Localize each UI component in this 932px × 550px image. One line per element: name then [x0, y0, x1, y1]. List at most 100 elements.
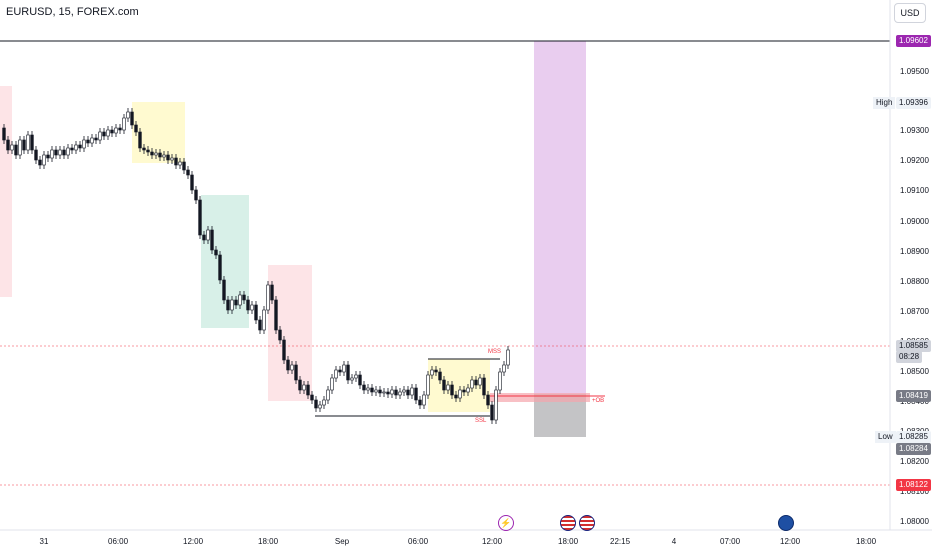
time-tick-label: 4 [671, 537, 677, 546]
price-tick-label: 1.09300 [900, 126, 929, 135]
candle-body [266, 284, 270, 311]
candle-body [374, 389, 378, 393]
time-tick-label: 18:00 [258, 537, 279, 546]
lightning-icon[interactable]: ⚡ [498, 515, 514, 531]
candle-body [294, 364, 298, 381]
candle-body [382, 391, 386, 394]
candle-body [214, 249, 218, 256]
candle-body [170, 157, 174, 161]
price-tick-label: 1.09500 [900, 67, 929, 76]
high-price-tag: 1.09396 [896, 97, 931, 109]
price-tick-label: 1.08100 [900, 487, 929, 496]
price-tick-label: 1.08900 [900, 247, 929, 256]
candle-body [122, 117, 126, 131]
candle-body [250, 304, 254, 311]
time-tick-label: Sep [334, 537, 350, 546]
candle-body [246, 299, 250, 311]
us-flag-icon[interactable] [560, 515, 576, 531]
candle-body [238, 294, 242, 306]
candle-body [186, 169, 190, 176]
ob-label: +OB [592, 398, 605, 404]
candle-body [42, 154, 46, 166]
candle-body [338, 369, 342, 373]
ssl-label: SSL [475, 418, 487, 424]
entry-price-tag: 1.08419 [896, 390, 931, 402]
target-zone [534, 41, 586, 394]
candle-body [30, 134, 34, 151]
candle-body [378, 389, 382, 394]
candle-body [306, 384, 310, 396]
low-label: Low [875, 431, 896, 443]
candle-body [498, 371, 502, 391]
time-tick-label: 22:15 [610, 537, 631, 546]
candle-body [422, 394, 426, 406]
candle-body [486, 394, 490, 406]
candle-body [482, 377, 486, 396]
candle-body [358, 374, 362, 386]
candle-body [490, 404, 494, 421]
candle-body [86, 139, 90, 144]
price-tick-label: 1.08200 [900, 457, 929, 466]
candle-body [350, 377, 354, 381]
current-price-tag: 1.08585 [896, 340, 931, 352]
candle-body [62, 149, 66, 156]
candle-body [302, 384, 306, 391]
candle-body [178, 161, 182, 166]
candle-body [478, 377, 482, 386]
candle-body [298, 379, 302, 391]
price-tick-label: 1.08800 [900, 277, 929, 286]
currency-button[interactable]: USD [894, 3, 926, 23]
us-flag-icon[interactable] [579, 515, 595, 531]
candle-body [462, 389, 466, 393]
candle-body [34, 149, 38, 161]
candle-body [418, 399, 422, 406]
candle-body [466, 387, 470, 393]
time-tick-label: 07:00 [720, 537, 741, 546]
countdown-tag: 08:28 [896, 351, 923, 363]
candle-body [54, 149, 58, 156]
candle-body [78, 144, 82, 149]
candle-body [506, 349, 510, 366]
candle-body [126, 111, 130, 119]
candle-body [362, 384, 366, 391]
candle-body [118, 127, 122, 131]
candle-body [6, 139, 10, 151]
candle-body [210, 229, 214, 251]
time-tick-label: 12:00 [780, 537, 801, 546]
price-tick-label: 1.08700 [900, 307, 929, 316]
candle-body [230, 299, 234, 311]
candle-body [218, 254, 222, 281]
candle-body [342, 364, 346, 373]
candle-body [254, 304, 258, 321]
candlestick-series [2, 108, 510, 424]
time-tick-label: 18:00 [558, 537, 579, 546]
candle-body [458, 389, 462, 399]
candle-body [90, 137, 94, 144]
candle-body [222, 279, 226, 301]
candle-body [330, 377, 334, 391]
candle-body [494, 389, 498, 421]
candle-body [94, 137, 98, 141]
zone-yellow-2 [428, 359, 490, 412]
price-tick-label: 1.08500 [900, 367, 929, 376]
candle-body [102, 131, 106, 137]
candle-body [426, 374, 430, 396]
time-tick-label: 12:00 [482, 537, 503, 546]
candle-body [326, 389, 330, 401]
price-tick-label: 1.08000 [900, 517, 929, 526]
candle-body [206, 229, 210, 241]
time-tick-label: 31 [39, 537, 49, 546]
symbol-title: EURUSD, 15, FOREX.com [6, 6, 139, 18]
candle-body [438, 371, 442, 381]
candle-body [50, 149, 54, 159]
globe-icon[interactable] [778, 515, 794, 531]
candle-body [414, 387, 418, 401]
candle-body [158, 152, 162, 158]
candle-body [226, 299, 230, 311]
candle-body [310, 394, 314, 401]
candle-body [38, 159, 42, 166]
candle-body [142, 147, 146, 151]
candle-body [174, 157, 178, 166]
candle-body [474, 379, 478, 386]
